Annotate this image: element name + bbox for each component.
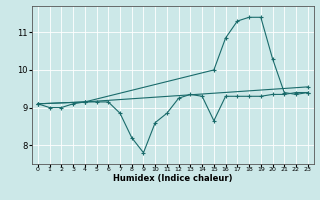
X-axis label: Humidex (Indice chaleur): Humidex (Indice chaleur) bbox=[113, 174, 233, 183]
